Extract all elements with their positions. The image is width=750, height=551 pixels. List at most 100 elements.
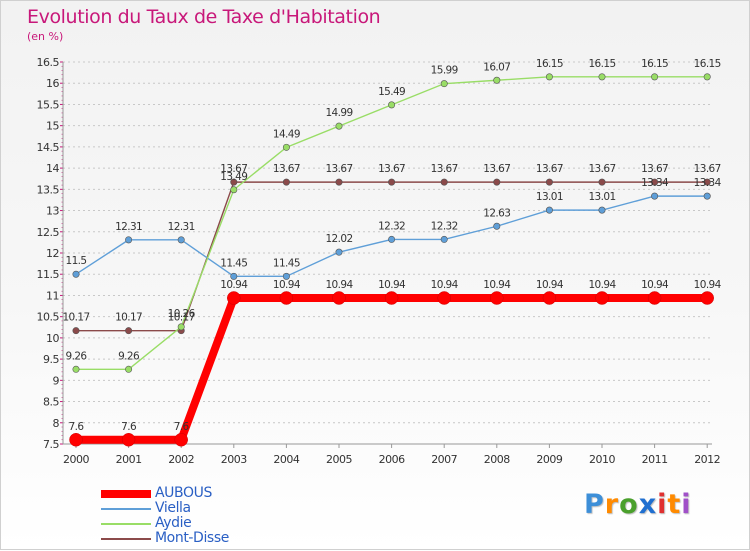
data-point — [651, 73, 659, 81]
data-point — [493, 76, 501, 84]
data-label: 13.67 — [431, 163, 458, 175]
data-point — [279, 291, 294, 305]
data-point — [598, 206, 606, 214]
y-tick-label: 16.5 — [37, 56, 60, 69]
legend-swatch — [101, 490, 151, 498]
data-point — [282, 272, 290, 280]
data-point — [651, 192, 659, 200]
data-point — [384, 291, 399, 305]
data-point — [335, 122, 343, 130]
data-point — [121, 433, 136, 447]
y-tick-label: 12.5 — [37, 226, 60, 239]
data-point — [651, 178, 659, 186]
axes: 7.5 8 8.5 9 9.5 10 10.5 11 11.5 12 12.5 13 13.5 14 14.… — [37, 56, 721, 466]
x-tick-label: 2010 — [589, 453, 615, 466]
x-tick-label: 2005 — [326, 453, 352, 466]
data-point — [493, 222, 501, 230]
data-label: 13.34 — [641, 177, 669, 189]
y-tick-label: 10.5 — [37, 311, 60, 324]
x-tick-label: 2012 — [694, 453, 720, 466]
legend-swatch — [101, 538, 151, 540]
data-label: 13.67 — [325, 163, 352, 175]
y-tick-label: 8.5 — [43, 396, 59, 409]
data-point — [177, 323, 185, 331]
x-tick-label: 2001 — [116, 453, 142, 466]
data-point — [542, 291, 557, 305]
data-labels: 7.6 7.6 7.6 10.94 10.94 10.94 10.94 10.94 10.94 1… — [62, 58, 722, 433]
legend-label: AUBOUS — [155, 485, 212, 501]
data-point — [125, 327, 133, 335]
data-label: 16.15 — [588, 58, 615, 70]
data-point — [72, 365, 80, 373]
data-label: 7.6 — [121, 421, 137, 433]
data-label: 10.94 — [641, 279, 669, 291]
data-point — [388, 178, 396, 186]
data-point — [72, 327, 80, 335]
data-point — [174, 433, 188, 447]
data-label: 10.17 — [62, 312, 89, 324]
legend-label: Viella — [155, 500, 191, 516]
data-label: 16.15 — [641, 58, 668, 70]
data-label: 12.31 — [115, 221, 142, 233]
data-label: 10.94 — [378, 279, 406, 291]
data-label: 12.02 — [325, 233, 352, 245]
data-label: 13.67 — [588, 163, 615, 175]
data-label: 10.94 — [588, 279, 616, 291]
data-label: 13.67 — [378, 163, 405, 175]
data-label: 10.94 — [431, 279, 459, 291]
data-label: 16.15 — [694, 58, 721, 70]
data-point — [700, 291, 714, 305]
data-label: 10.94 — [325, 279, 353, 291]
data-label: 10.17 — [115, 312, 142, 324]
data-label: 16.07 — [483, 61, 510, 73]
data-point — [703, 73, 711, 81]
data-label: 10.26 — [168, 308, 196, 320]
legend-label: Mont-Disse — [155, 530, 229, 546]
y-tick-label: 15.5 — [37, 98, 60, 111]
logo-letter: i — [681, 489, 692, 520]
data-label: 10.94 — [483, 279, 511, 291]
logo-letter: o — [619, 489, 639, 520]
data-label: 13.01 — [588, 191, 615, 203]
y-tick-label: 12 — [46, 247, 59, 260]
data-label: 13.67 — [273, 163, 300, 175]
data-label: 13.67 — [694, 163, 721, 175]
data-label: 10.17 — [168, 312, 195, 324]
y-tick-label: 11.5 — [37, 268, 60, 281]
data-point — [335, 178, 343, 186]
y-tick-label: 7.5 — [43, 438, 59, 451]
data-label: 9.26 — [66, 350, 88, 362]
logo-letter: P — [584, 489, 605, 520]
data-point — [177, 236, 185, 244]
legend-swatch — [101, 508, 151, 510]
data-point — [598, 73, 606, 81]
data-label: 13.67 — [483, 163, 510, 175]
data-label: 10.94 — [536, 279, 564, 291]
y-tick-label: 13 — [46, 205, 59, 218]
legend-label: Aydie — [155, 515, 192, 531]
data-point — [230, 186, 238, 194]
logo-letter: t — [667, 489, 682, 520]
x-tick-label: 2002 — [168, 453, 194, 466]
data-point — [703, 178, 711, 186]
chart-title: Evolution du Taux de Taxe d'Habitation — [27, 6, 381, 28]
y-tick-label: 9 — [53, 374, 60, 387]
data-label: 13.01 — [536, 191, 563, 203]
data-point — [437, 291, 451, 305]
data-point — [388, 101, 396, 109]
data-label: 13.49 — [220, 171, 247, 183]
data-label: 12.32 — [378, 220, 405, 232]
chart-unit-label: (en %) — [27, 30, 64, 43]
data-label: 9.26 — [118, 350, 140, 362]
x-tick-label: 2008 — [484, 453, 510, 466]
data-label: 14.49 — [273, 128, 300, 140]
data-label: 12.63 — [483, 207, 510, 219]
logo-letter: i — [657, 489, 668, 520]
data-point — [388, 235, 396, 243]
y-tick-label: 9.5 — [43, 353, 59, 366]
x-tick-label: 2004 — [273, 453, 299, 466]
x-tick-label: 2009 — [536, 453, 562, 466]
data-label: 12.32 — [431, 220, 458, 232]
data-point — [490, 291, 504, 305]
data-point — [703, 192, 711, 200]
